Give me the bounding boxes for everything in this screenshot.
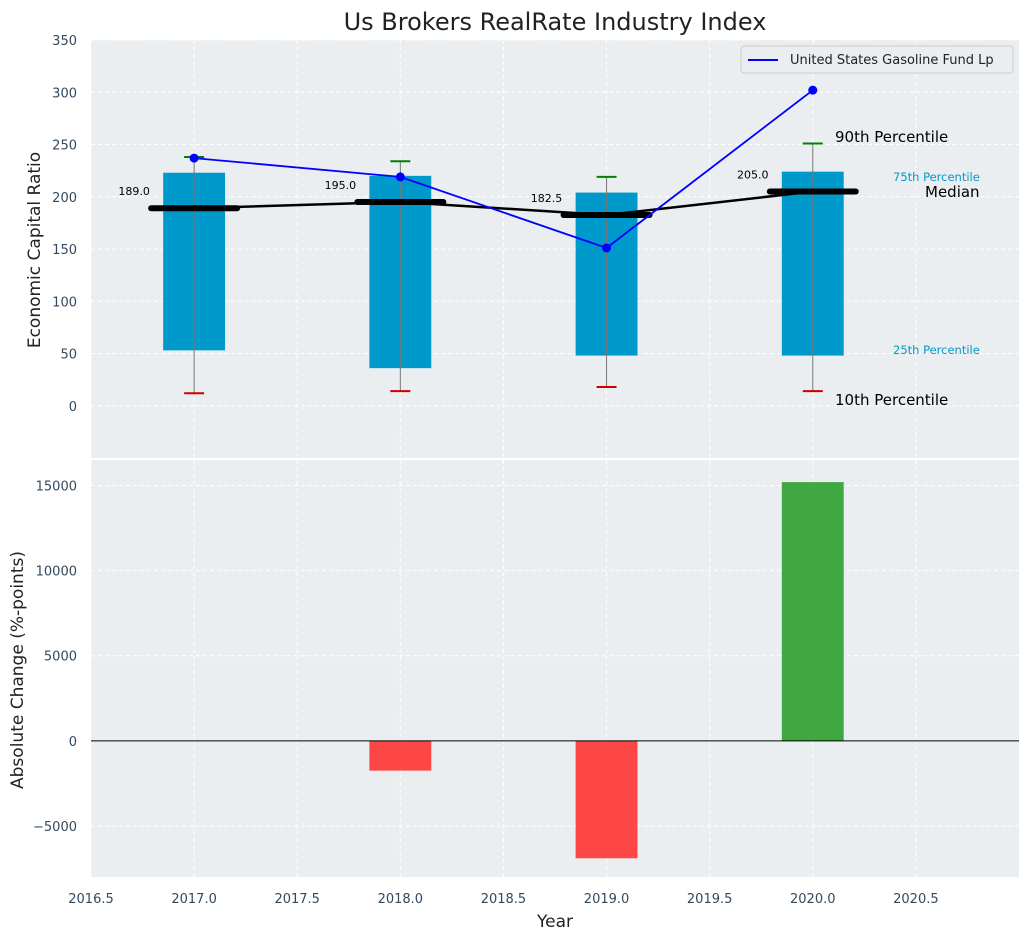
- x-tick-label: 2020.0: [790, 892, 836, 907]
- fund-series-point: [189, 153, 199, 163]
- median-value-label: 205.0: [737, 169, 769, 182]
- bottom-y-tick-label: −5000: [33, 820, 77, 835]
- legend-box: [740, 45, 1014, 74]
- annotation-median: Median: [925, 183, 980, 201]
- fund-series-point: [395, 172, 405, 182]
- bottom-y-tick-label: 5000: [44, 650, 77, 665]
- x-tick-label: 2019.5: [687, 892, 733, 907]
- change-bar: [781, 482, 844, 741]
- x-tick-label: 2017.5: [274, 892, 320, 907]
- bottom-chart-marks: [91, 482, 1019, 859]
- top-y-tick-label: 250: [52, 139, 77, 154]
- chart-title: Us Brokers RealRate Industry Index: [344, 8, 767, 36]
- annotation-10th-percentile: 10th Percentile: [835, 391, 948, 409]
- top-y-tick-label: 300: [52, 86, 77, 101]
- top-y-tick-label: 200: [52, 191, 77, 206]
- bottom-y-axis-title: Absolute Change (%-points): [8, 551, 28, 789]
- bottom-y-tick-label: 15000: [36, 480, 77, 495]
- x-tick-label: 2016.5: [68, 892, 114, 907]
- top-y-tick-label: 100: [52, 295, 77, 310]
- bottom-y-tick-label: 0: [69, 735, 77, 750]
- x-tick-label: 2019.0: [584, 892, 630, 907]
- top-gridlines: [90, 39, 1019, 458]
- fund-series-line: [194, 89, 814, 249]
- axis-labels: 2016.5 2017.0 2017.5 2018.0 2018.5 2019.0 2019…: [33, 34, 939, 907]
- legend-series-label: United States Gasoline Fund Lp: [790, 53, 994, 68]
- top-y-tick-label: 150: [52, 243, 77, 258]
- x-tick-label: 2018.0: [378, 892, 424, 907]
- median-trend-line: [194, 190, 813, 217]
- fund-series-point: [602, 243, 612, 253]
- x-tick-label: 2017.0: [171, 892, 217, 907]
- annotation-75th-percentile: 75th Percentile: [893, 170, 980, 184]
- top-y-axis-title: Economic Capital Ratio: [25, 152, 45, 348]
- annotation-25th-percentile: 25th Percentile: [893, 343, 980, 357]
- legend: United States Gasoline Fund Lp: [740, 45, 1014, 74]
- fund-series-point: [808, 85, 818, 95]
- bottom-y-tick-label: 10000: [36, 565, 77, 580]
- top-y-tick-label: 50: [60, 348, 77, 363]
- change-bar: [369, 740, 432, 771]
- median-value-label: 189.0: [118, 185, 150, 198]
- top-chart-marks: 189.0 195.0 182.5 205.0: [118, 85, 859, 395]
- change-bar: [575, 740, 638, 859]
- x-tick-label: 2018.5: [481, 892, 527, 907]
- x-axis-title: Year: [536, 912, 573, 932]
- top-y-tick-label: 350: [52, 34, 77, 49]
- top-y-tick-label: 0: [69, 400, 77, 415]
- annotation-90th-percentile: 90th Percentile: [835, 128, 948, 146]
- median-value-label: 195.0: [325, 179, 357, 192]
- x-tick-label: 2020.5: [893, 892, 939, 907]
- bottom-plot-background: [91, 460, 1019, 877]
- median-value-label: 182.5: [531, 192, 563, 205]
